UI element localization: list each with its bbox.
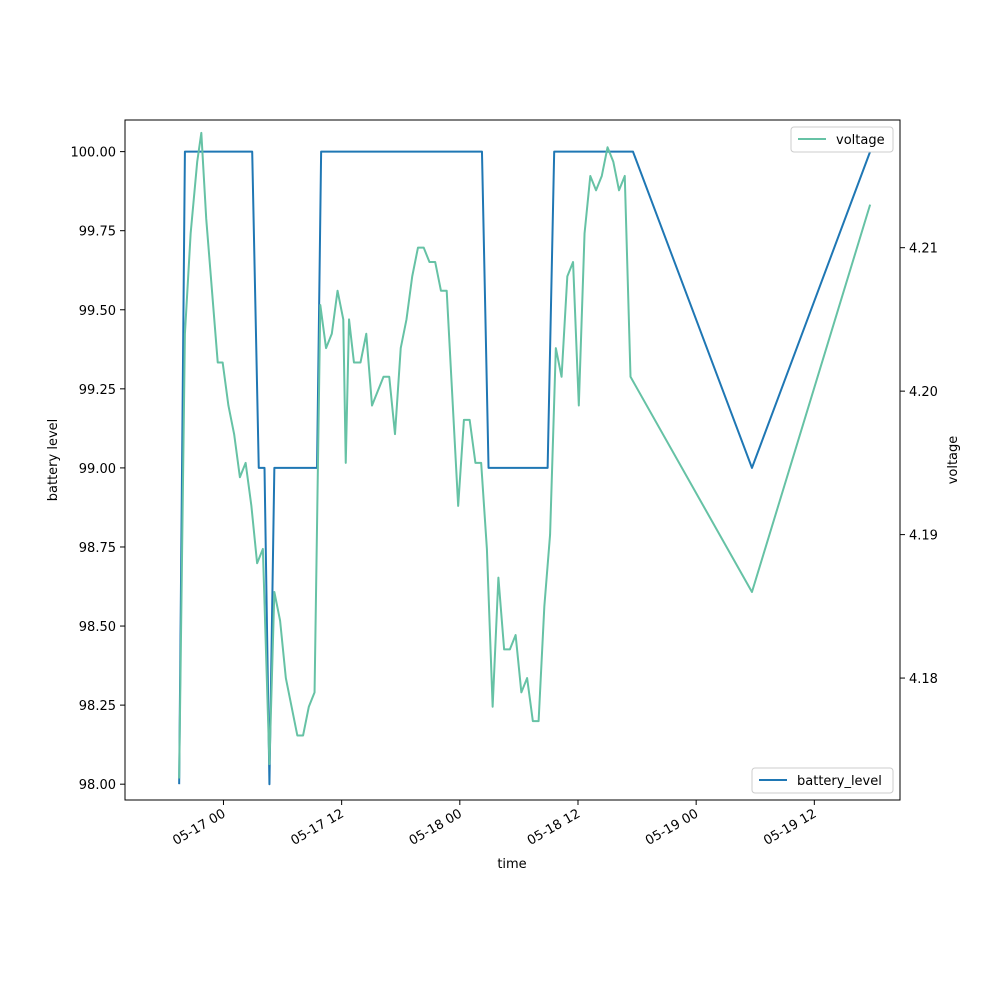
y-tick-label: 99.25	[79, 383, 116, 398]
x-tick-label: 05-18 00	[407, 806, 465, 848]
plot-frame	[124, 119, 901, 801]
y2-tick-label: 4.18	[909, 672, 938, 687]
y2-axis-label: voltage	[946, 436, 961, 485]
y-tick-label: 99.75	[79, 225, 116, 240]
y-tick-label: 99.50	[79, 304, 116, 319]
y-tick-label: 98.25	[79, 699, 116, 714]
legend-battery-level: battery_level	[751, 767, 894, 794]
series-line-battery-level	[178, 150, 872, 786]
x-tick-label: 05-17 12	[289, 806, 347, 848]
y2-tick-label: 4.21	[909, 242, 938, 257]
x-tick-label: 05-17 00	[170, 806, 228, 848]
x-tick-label: 05-18 12	[525, 806, 583, 848]
legend-label-voltage: voltage	[836, 133, 885, 148]
x-tick-label: 05-19 12	[761, 806, 819, 848]
y-tick-label: 98.00	[79, 778, 116, 793]
y-tick-label: 98.50	[79, 620, 116, 635]
y-tick-label: 100.00	[71, 146, 117, 161]
y2-tick-label: 4.20	[909, 385, 938, 400]
x-tick-label: 05-19 00	[643, 806, 701, 848]
y-tick-label: 99.00	[79, 462, 116, 477]
y2-tick-label: 4.19	[909, 529, 938, 544]
legend-box	[790, 126, 894, 153]
legend-label-battery-level: battery_level	[797, 774, 882, 789]
legend-voltage: voltage	[790, 126, 894, 153]
series-line-voltage	[178, 131, 872, 779]
x-axis-label: time	[497, 857, 526, 872]
y-axis-label: battery level	[46, 419, 61, 502]
legend-box	[751, 767, 894, 794]
y-tick-label: 98.75	[79, 541, 116, 556]
